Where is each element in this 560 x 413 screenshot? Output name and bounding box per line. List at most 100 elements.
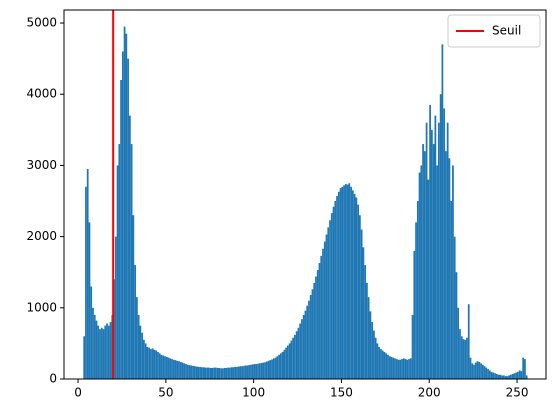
bar xyxy=(287,345,289,379)
bar xyxy=(183,363,186,379)
bar xyxy=(399,359,402,379)
bar xyxy=(99,329,101,379)
bar xyxy=(188,365,191,379)
x-tick-label: 100 xyxy=(242,386,265,400)
bar xyxy=(88,222,91,379)
bar xyxy=(244,365,247,379)
bar xyxy=(323,241,326,379)
bar xyxy=(172,359,175,379)
bar xyxy=(185,364,187,379)
bar xyxy=(164,356,166,379)
bar xyxy=(311,289,314,379)
bar xyxy=(315,276,317,379)
x-tick-label: 0 xyxy=(74,386,82,400)
bar xyxy=(309,294,312,379)
x-tick-label: 250 xyxy=(506,386,529,400)
bar xyxy=(197,366,200,379)
bar xyxy=(239,366,242,379)
bar xyxy=(248,365,251,379)
bar xyxy=(339,188,342,379)
bar xyxy=(227,367,230,379)
bar xyxy=(264,362,266,379)
bar xyxy=(425,122,428,379)
bar xyxy=(390,356,393,379)
bar xyxy=(494,373,496,379)
bar xyxy=(383,351,386,379)
bar xyxy=(160,354,163,379)
bar xyxy=(525,375,528,379)
bar xyxy=(499,374,502,379)
bar xyxy=(302,314,305,379)
bar xyxy=(506,376,509,379)
bar xyxy=(351,190,354,379)
legend-box xyxy=(447,14,541,48)
bar xyxy=(522,357,525,379)
bar xyxy=(83,336,86,379)
bar xyxy=(179,361,182,379)
bar xyxy=(258,363,261,379)
bar xyxy=(169,358,172,379)
bar xyxy=(387,354,389,379)
bar xyxy=(511,374,514,379)
bar xyxy=(450,201,453,379)
bar xyxy=(85,186,87,379)
bar xyxy=(432,144,435,379)
bar xyxy=(515,372,518,379)
bar xyxy=(195,366,198,379)
bar xyxy=(213,367,216,379)
bar xyxy=(216,367,219,379)
bar xyxy=(337,191,340,379)
bar xyxy=(95,320,98,379)
bar xyxy=(162,355,165,379)
bar xyxy=(90,286,93,379)
bar xyxy=(513,373,516,379)
bar xyxy=(116,165,119,379)
bar xyxy=(234,366,237,379)
bar xyxy=(478,361,481,379)
bar xyxy=(329,220,331,379)
bar xyxy=(448,158,451,379)
bar xyxy=(336,196,338,379)
bar xyxy=(141,332,144,379)
bar xyxy=(174,360,177,379)
bar xyxy=(423,151,426,379)
bar xyxy=(495,374,498,379)
bar xyxy=(274,357,277,379)
bar xyxy=(100,327,103,379)
y-tick-label: 2000 xyxy=(26,229,57,243)
x-tick-label: 150 xyxy=(330,386,353,400)
bar xyxy=(255,364,258,379)
bar xyxy=(150,349,152,379)
bar xyxy=(246,365,249,379)
bar xyxy=(395,359,398,379)
bar xyxy=(86,168,89,379)
bar xyxy=(490,371,493,379)
bar xyxy=(502,375,505,379)
bar xyxy=(134,265,136,379)
bar xyxy=(202,367,205,379)
bar xyxy=(346,184,349,379)
bar xyxy=(165,356,168,379)
bar xyxy=(411,314,414,379)
bar xyxy=(466,337,468,379)
bar xyxy=(107,325,110,379)
bar xyxy=(304,310,307,379)
bar xyxy=(420,165,423,379)
bar xyxy=(408,359,410,379)
bar xyxy=(330,213,333,379)
bar xyxy=(176,360,179,379)
bar xyxy=(459,329,461,379)
bar xyxy=(406,359,409,379)
bar xyxy=(269,360,272,379)
bar xyxy=(243,365,245,379)
bar xyxy=(272,358,275,379)
bar xyxy=(476,361,479,379)
bar xyxy=(492,372,495,379)
bar xyxy=(364,265,367,379)
bar xyxy=(207,367,210,379)
bar xyxy=(104,325,107,379)
bar xyxy=(190,365,193,379)
bar xyxy=(380,349,382,379)
bar xyxy=(121,51,124,379)
